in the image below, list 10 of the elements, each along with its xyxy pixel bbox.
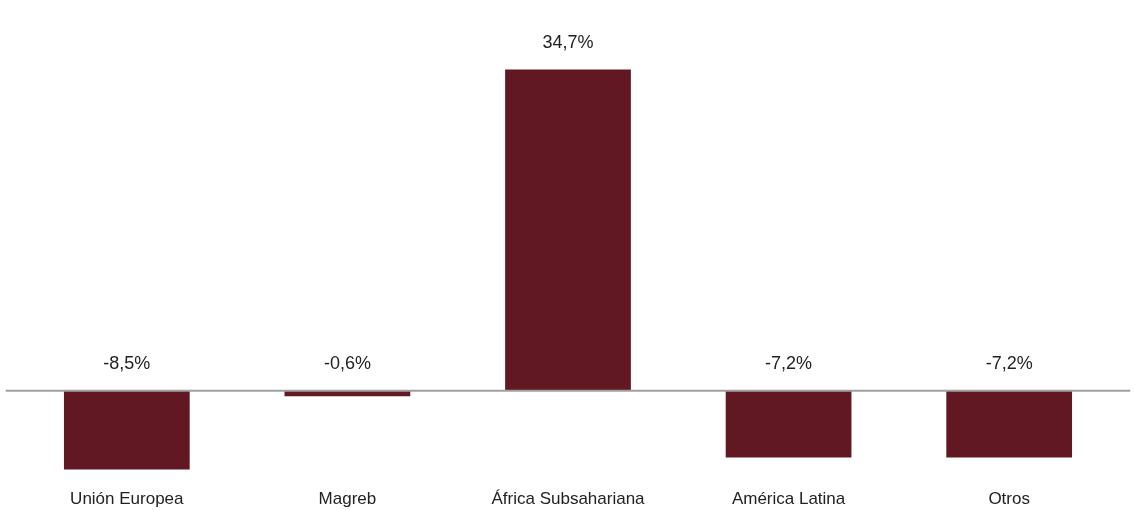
data-label: -8,5% xyxy=(103,352,151,373)
data-label: -0,6% xyxy=(323,352,371,373)
data-label: -7,2% xyxy=(765,352,813,373)
data-label: -7,2% xyxy=(985,352,1033,373)
x-tick-label: América Latina xyxy=(731,488,846,508)
x-tick-label: Otros xyxy=(988,488,1030,508)
x-tick-label: África Subsahariana xyxy=(491,488,646,508)
x-tick-label: Magreb xyxy=(318,488,377,508)
x-tick-label: Unión Europea xyxy=(70,488,185,508)
data-label: 34,7% xyxy=(542,31,594,52)
